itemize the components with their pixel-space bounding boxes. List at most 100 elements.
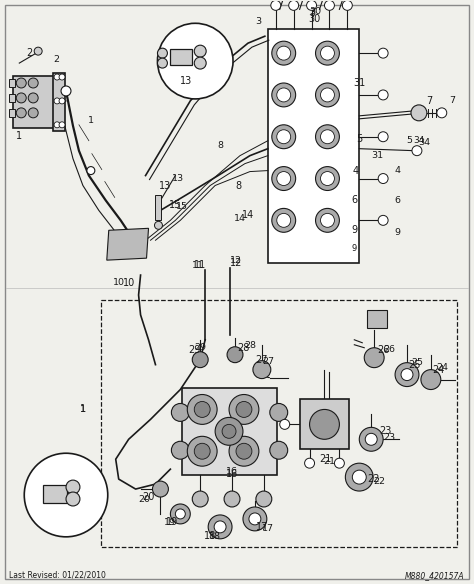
Text: 5: 5 xyxy=(356,134,363,144)
Circle shape xyxy=(277,172,291,186)
Circle shape xyxy=(272,125,296,149)
Circle shape xyxy=(320,88,335,102)
Circle shape xyxy=(153,481,168,497)
Circle shape xyxy=(320,172,335,186)
Circle shape xyxy=(352,470,366,484)
Bar xyxy=(53,73,65,131)
Text: 4: 4 xyxy=(394,166,400,175)
Text: 26: 26 xyxy=(383,345,395,354)
Circle shape xyxy=(194,57,206,69)
Circle shape xyxy=(307,1,317,11)
Circle shape xyxy=(365,433,377,445)
Text: 9: 9 xyxy=(352,244,357,253)
Circle shape xyxy=(316,83,339,107)
Text: 13: 13 xyxy=(159,180,172,190)
Text: 12: 12 xyxy=(230,256,242,265)
Circle shape xyxy=(54,122,60,128)
Circle shape xyxy=(59,122,65,128)
Text: 34: 34 xyxy=(418,138,430,147)
Text: 22: 22 xyxy=(373,477,385,486)
Circle shape xyxy=(305,458,315,468)
Circle shape xyxy=(421,370,441,390)
Circle shape xyxy=(214,521,226,533)
Circle shape xyxy=(236,443,252,459)
Text: 27: 27 xyxy=(262,357,274,366)
Text: 24: 24 xyxy=(437,363,449,372)
Bar xyxy=(367,310,387,328)
Circle shape xyxy=(310,409,339,439)
Circle shape xyxy=(170,504,190,524)
Text: 5: 5 xyxy=(406,136,412,145)
Text: 29: 29 xyxy=(194,343,206,352)
Text: 13: 13 xyxy=(172,174,184,183)
Circle shape xyxy=(87,166,95,175)
Text: 23: 23 xyxy=(383,433,395,442)
Circle shape xyxy=(28,78,38,88)
Bar xyxy=(170,49,192,65)
Circle shape xyxy=(243,507,267,531)
Text: 15: 15 xyxy=(176,202,188,211)
Text: 1: 1 xyxy=(80,405,86,414)
Circle shape xyxy=(229,436,259,466)
Text: 16: 16 xyxy=(226,467,238,475)
Text: 27: 27 xyxy=(255,354,268,364)
Circle shape xyxy=(224,491,240,507)
Bar xyxy=(155,196,162,220)
Text: 1: 1 xyxy=(88,116,94,126)
Text: 2: 2 xyxy=(53,55,59,64)
Circle shape xyxy=(66,492,80,506)
Circle shape xyxy=(280,419,290,429)
Circle shape xyxy=(208,515,232,539)
Text: 7: 7 xyxy=(449,96,455,106)
Circle shape xyxy=(157,48,167,58)
Text: 11: 11 xyxy=(194,260,206,270)
Circle shape xyxy=(272,41,296,65)
Text: 30: 30 xyxy=(309,14,321,25)
Circle shape xyxy=(378,48,388,58)
Circle shape xyxy=(192,352,208,368)
Circle shape xyxy=(229,395,259,425)
Circle shape xyxy=(378,173,388,183)
Text: 28: 28 xyxy=(237,343,249,353)
Circle shape xyxy=(192,491,208,507)
Bar xyxy=(101,300,457,547)
Circle shape xyxy=(16,93,26,103)
Circle shape xyxy=(24,453,108,537)
Polygon shape xyxy=(107,228,148,260)
Text: 29: 29 xyxy=(188,345,201,354)
Circle shape xyxy=(172,442,189,459)
Text: 11: 11 xyxy=(192,260,204,270)
Circle shape xyxy=(54,98,60,104)
Circle shape xyxy=(16,78,26,88)
Text: 16: 16 xyxy=(226,469,238,479)
Text: 13: 13 xyxy=(180,76,192,86)
Circle shape xyxy=(320,46,335,60)
Text: 17: 17 xyxy=(255,522,268,532)
Circle shape xyxy=(277,130,291,144)
Circle shape xyxy=(316,208,339,232)
Circle shape xyxy=(270,442,288,459)
Text: 3: 3 xyxy=(310,8,316,18)
Circle shape xyxy=(401,369,413,381)
Text: 28: 28 xyxy=(244,341,256,350)
Circle shape xyxy=(157,58,167,68)
Circle shape xyxy=(270,404,288,422)
Circle shape xyxy=(316,166,339,190)
Text: 2: 2 xyxy=(26,48,32,58)
Circle shape xyxy=(16,108,26,118)
Text: 6: 6 xyxy=(394,196,400,205)
Text: 10: 10 xyxy=(113,277,125,287)
Text: 30: 30 xyxy=(310,7,321,16)
Text: 9: 9 xyxy=(394,228,400,237)
Text: 18: 18 xyxy=(209,533,221,541)
Text: 1: 1 xyxy=(16,131,22,141)
Text: 22: 22 xyxy=(367,474,380,484)
Circle shape xyxy=(175,509,185,519)
Circle shape xyxy=(155,221,163,230)
Text: 21: 21 xyxy=(319,454,332,464)
Circle shape xyxy=(395,363,419,387)
Text: 1: 1 xyxy=(80,405,86,415)
Circle shape xyxy=(359,427,383,451)
Text: 24: 24 xyxy=(433,364,445,374)
Circle shape xyxy=(215,418,243,445)
